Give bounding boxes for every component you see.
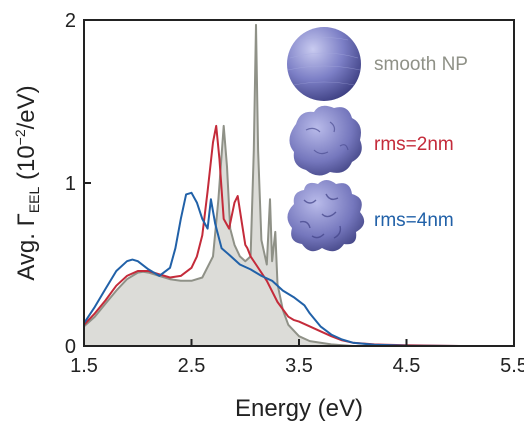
y-tick-label-2: 2: [65, 10, 76, 32]
x-axis-title: Energy (eV): [235, 395, 363, 422]
very-rough-particle-icon: [287, 180, 365, 252]
legend-label-rms2: rms=2nm: [374, 134, 454, 155]
smooth-sphere-icon: [287, 27, 361, 101]
series-layer: [83, 23, 514, 347]
x-tick-label-1: 2.5: [178, 355, 206, 377]
ticks-layer: 1.5 2.5 3.5 4.5 5.5 0 1 2: [65, 10, 524, 377]
y-tick-label-0: 0: [65, 336, 76, 358]
y-axis-title: Avg. ΓEEL (10−2/eV): [12, 85, 42, 280]
x-tick-label-4: 5.5: [500, 355, 524, 377]
series-line-2: [83, 191, 514, 347]
x-tick-label-0: 1.5: [70, 355, 98, 377]
series-area-0: [84, 24, 514, 347]
y-tick-label-1: 1: [65, 173, 76, 195]
legend-label-rms4: rms=4nm: [374, 210, 454, 231]
x-tick-label-2: 3.5: [285, 355, 313, 377]
legend-label-smooth: smooth NP: [374, 54, 468, 75]
series-line-0: [83, 23, 514, 347]
rough-particle-icon: [289, 105, 362, 176]
x-tick-label-3: 4.5: [393, 355, 421, 377]
